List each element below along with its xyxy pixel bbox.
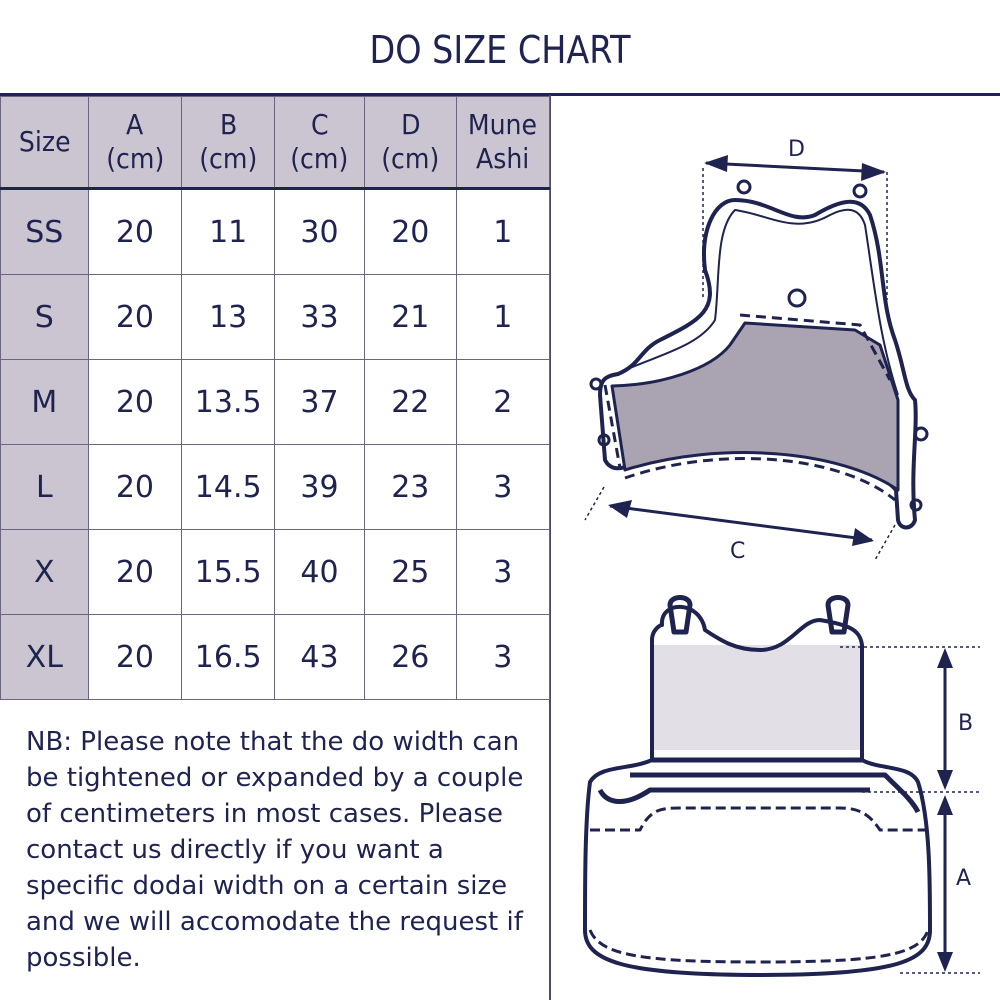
- value-cell: 23: [363, 444, 457, 530]
- table-row: L 20 14.5 39 23 3: [0, 444, 551, 530]
- value-cell: 11: [181, 188, 276, 275]
- value-cell: 1: [455, 188, 551, 275]
- value-cell: 3: [455, 444, 551, 530]
- value-cell: 37: [274, 359, 365, 445]
- value-cell: 26: [363, 614, 457, 700]
- divider: [549, 95, 551, 1000]
- header-text: (cm): [290, 142, 349, 175]
- table-row: M 20 13.5 37 22 2: [0, 359, 551, 445]
- column-header: B (cm): [181, 96, 276, 190]
- header-text: D: [400, 108, 420, 141]
- size-cell: SS: [0, 188, 89, 275]
- header-text: (cm): [199, 142, 258, 175]
- do-side-view: [584, 161, 929, 561]
- size-cell: XL: [0, 614, 89, 700]
- header-text: A: [126, 108, 144, 141]
- page-title: DO SIZE CHART: [369, 28, 631, 72]
- value-cell: 43: [274, 614, 365, 700]
- value-cell: 2: [455, 359, 551, 445]
- value-cell: 20: [87, 529, 183, 615]
- label-d: D: [788, 137, 805, 162]
- size-table: Size A (cm) B (cm) C (cm) D (cm) Mune Ashi SS 20 11 3…: [0, 96, 551, 700]
- table-row: XL 20 16.5 43 26 3: [0, 614, 551, 700]
- header-text: Size: [18, 125, 71, 158]
- divider: [0, 93, 1000, 96]
- value-cell: 22: [363, 359, 457, 445]
- value-cell: 30: [274, 188, 365, 275]
- header-text: (cm): [381, 142, 440, 175]
- size-cell: M: [0, 359, 89, 445]
- table-row: S 20 13 33 21 1: [0, 274, 551, 360]
- column-header: Mune Ashi: [455, 96, 551, 190]
- value-cell: 1: [455, 274, 551, 360]
- size-cell: X: [0, 529, 89, 615]
- label-c: C: [730, 539, 745, 564]
- header-text: Ashi: [476, 142, 530, 175]
- note-text: NB: Please note that the do width can be…: [26, 727, 524, 973]
- value-cell: 33: [274, 274, 365, 360]
- value-cell: 20: [87, 188, 183, 275]
- header-text: C: [310, 108, 329, 141]
- value-cell: 20: [363, 188, 457, 275]
- table-row: SS 20 11 30 20 1: [0, 188, 551, 275]
- header-text: B: [219, 108, 237, 141]
- value-cell: 25: [363, 529, 457, 615]
- label-a: A: [956, 866, 971, 891]
- value-cell: 15.5: [181, 529, 276, 615]
- label-b: B: [958, 711, 973, 736]
- column-header: C (cm): [274, 96, 365, 190]
- size-cell: S: [0, 274, 89, 360]
- value-cell: 13.5: [181, 359, 276, 445]
- header-text: (cm): [105, 142, 164, 175]
- column-header: Size: [0, 96, 89, 190]
- value-cell: 3: [455, 529, 551, 615]
- do-front-view: [583, 595, 980, 977]
- value-cell: 3: [455, 614, 551, 700]
- value-cell: 20: [87, 359, 183, 445]
- value-cell: 39: [274, 444, 365, 530]
- table-header-row: Size A (cm) B (cm) C (cm) D (cm) Mune Ashi: [0, 96, 551, 190]
- header-text: Mune: [468, 108, 538, 141]
- value-cell: 14.5: [181, 444, 276, 530]
- column-header: D (cm): [363, 96, 457, 190]
- value-cell: 16.5: [181, 614, 276, 700]
- value-cell: 20: [87, 274, 183, 360]
